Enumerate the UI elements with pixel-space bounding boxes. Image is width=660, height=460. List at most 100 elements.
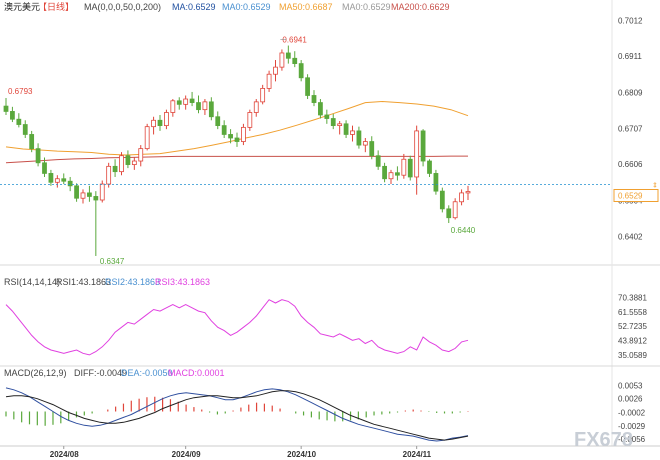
candle-down: [439, 190, 445, 210]
candle-up: [241, 126, 246, 142]
low-price-label: 0.6347: [100, 257, 125, 266]
rsi-panel: 70.3881 61.5558 52.7235 43.8912 35.0589 RSI(…: [0, 277, 660, 367]
price-panel: 0.70120.69110.68090.67070.66060.65040.64…: [0, 0, 660, 446]
diff-line: [5, 387, 469, 442]
candle-down: [112, 165, 118, 173]
candle-down: [93, 196, 99, 201]
candle-up: [151, 119, 156, 128]
candle-up: [266, 73, 272, 89]
current-price-tag: [613, 188, 659, 202]
candle-down: [74, 185, 79, 199]
candle-down: [395, 172, 400, 176]
candle-up: [279, 52, 285, 68]
candle-down: [330, 118, 336, 126]
fx678-watermark: FX678: [574, 429, 633, 451]
date-tick-label: 2024/10: [287, 450, 316, 459]
recent-low-label: 0.6440: [451, 226, 476, 235]
candle-down: [221, 125, 227, 135]
candle-down: [176, 100, 182, 105]
ma200-value: MA200:0.6629: [391, 2, 450, 12]
ma-params-label: MA(0,0,0,50,0,200): [84, 2, 161, 12]
high-price-label: 0.6941: [282, 36, 307, 45]
ma0b-value: MA0:0.6529: [342, 2, 391, 12]
candle-down: [356, 130, 362, 146]
candle-down: [189, 98, 195, 103]
ma50-value: MA50:0.6687: [279, 2, 333, 12]
macd-tick-label: -0.0029: [618, 422, 646, 431]
candle-up: [202, 101, 208, 111]
date-tick-label: 2024/09: [172, 450, 201, 459]
candle-up: [138, 148, 144, 162]
candle-up: [99, 183, 105, 201]
macd-panel: 0.0053 0.0026 -0.0002 -0.0029 -0.0056 MACD(2…: [4, 368, 646, 444]
rsi-tick-label: 35.0589: [618, 351, 647, 360]
candle-up: [401, 158, 407, 176]
candle-down: [61, 178, 67, 182]
dea-value: DEA:-0.0050: [121, 368, 173, 378]
candle-down: [10, 111, 15, 120]
candle-up: [164, 112, 169, 127]
candle-down: [420, 130, 426, 162]
price-tick-label: 0.6911: [618, 52, 642, 61]
candle-down: [375, 155, 381, 167]
rsi3-value: RSI3:43.1863: [155, 277, 210, 287]
candle-up: [388, 172, 394, 180]
ma0-value: MA0:0.6529: [222, 2, 271, 12]
macd-params-label: MACD(26,12,9): [4, 368, 67, 378]
candle-down: [369, 141, 375, 157]
ma200-line: [5, 155, 468, 164]
rsi2-value: RSI2:43.1863: [105, 277, 160, 287]
candle-up: [337, 123, 343, 127]
candle-up: [247, 112, 253, 128]
date-tick-label: 2024/08: [50, 450, 79, 459]
dea-line: [5, 390, 469, 441]
candle-up: [106, 165, 112, 185]
candle-down: [87, 192, 92, 197]
candle-up: [253, 101, 259, 113]
candle-down: [407, 158, 413, 178]
candle-down: [3, 105, 9, 112]
current-price-label: 0.6529: [618, 191, 643, 200]
candle-down: [433, 173, 439, 192]
left-high-label: 0.6793: [8, 87, 33, 96]
price-tick-label: 0.6402: [618, 232, 643, 241]
candle-up: [80, 192, 86, 199]
candle-up: [54, 178, 60, 183]
candle-up: [452, 201, 458, 219]
candle-up: [170, 100, 176, 113]
rsi-params-label: RSI(14,14,14): [4, 277, 60, 287]
rsi1-value: RSI1:43.1863: [56, 277, 111, 287]
candle-down: [292, 57, 298, 64]
macd-tick-label: -0.0056: [618, 435, 646, 444]
candle-down: [324, 114, 330, 119]
candle-up: [459, 192, 464, 203]
candle-down: [305, 77, 310, 96]
candle-up: [144, 126, 150, 150]
candle-up: [414, 130, 420, 178]
candle-down: [67, 180, 73, 187]
price-tick-label: 0.6707: [618, 124, 643, 133]
macd-tick-label: 0.0026: [618, 395, 643, 404]
macd-value: MACD:0.0001: [168, 368, 225, 378]
candle-down: [215, 116, 221, 127]
candle-down: [16, 118, 22, 125]
rsi-line: [5, 299, 469, 356]
candle-down: [298, 63, 304, 79]
candle-down: [343, 123, 349, 135]
price-tick-label: 0.7012: [618, 16, 643, 25]
macd-tick-label: -0.0002: [618, 408, 646, 417]
candle-up: [183, 98, 189, 105]
diff-value: DIFF:-0.0049: [74, 368, 127, 378]
candle-up: [350, 130, 355, 135]
candle-down: [157, 119, 163, 126]
rsi-tick-label: 43.8912: [618, 336, 647, 345]
candle-down: [318, 102, 323, 116]
candle-down: [22, 124, 28, 135]
candle-down: [48, 173, 54, 183]
candle-down: [196, 102, 201, 111]
current-price-marker: ⇕: [652, 181, 658, 189]
candle-up: [465, 191, 471, 194]
candle-down: [285, 52, 291, 59]
date-tick-label: 2024/11: [403, 450, 432, 459]
